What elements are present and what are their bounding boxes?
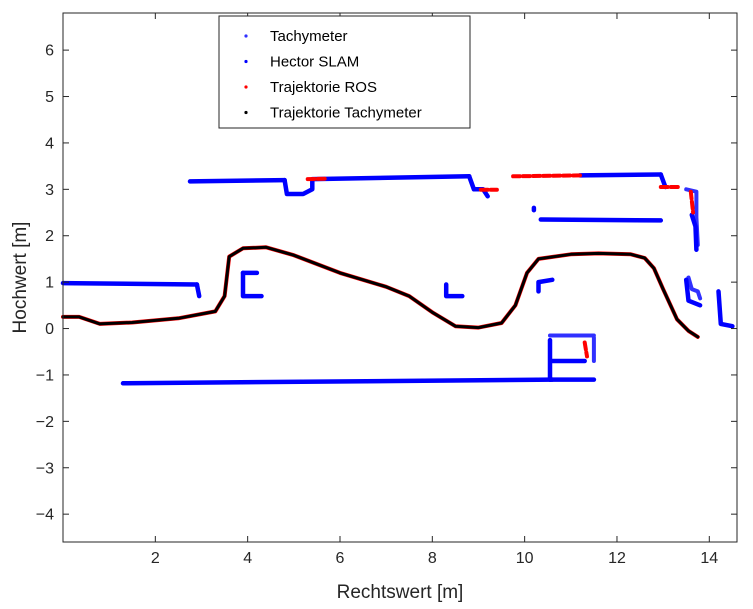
series-segment xyxy=(466,174,490,199)
legend-marker xyxy=(244,85,248,89)
y-tick-label: 2 xyxy=(45,228,54,245)
x-tick-label: 6 xyxy=(336,550,345,567)
series-segment xyxy=(686,275,703,301)
series-segment xyxy=(536,277,555,294)
y-axis-label: Hochwert [m] xyxy=(10,222,31,334)
legend-box xyxy=(218,15,471,129)
x-tick-label: 14 xyxy=(700,550,718,567)
x-axis-label: Rechtswert [m] xyxy=(337,582,464,603)
series-segment xyxy=(60,280,200,287)
x-tick-label: 10 xyxy=(516,550,534,567)
series-segment xyxy=(511,173,582,179)
series-segment xyxy=(658,172,668,190)
series-segment xyxy=(187,177,287,184)
y-tick-label: 5 xyxy=(45,89,54,106)
y-tick-label: −3 xyxy=(36,460,54,477)
y-tick-label: 6 xyxy=(45,43,54,60)
legend-entry: Hector SLAM xyxy=(270,54,359,71)
legend-entry: Trajektorie ROS xyxy=(270,79,377,96)
series-segment xyxy=(683,277,703,308)
legend-marker xyxy=(244,110,248,115)
series-segment xyxy=(310,174,472,182)
series-segment xyxy=(61,245,700,339)
series-segment xyxy=(282,177,315,197)
legend-entry: Trajektorie Tachymeter xyxy=(270,105,422,122)
y-tick-label: −2 xyxy=(36,414,54,431)
data-series-layer xyxy=(60,172,735,386)
y-tick-label: 3 xyxy=(45,182,54,199)
series-segment xyxy=(688,189,696,215)
series-segment xyxy=(716,289,735,329)
series-segment xyxy=(120,377,555,386)
series-trajektorie-ros xyxy=(61,173,700,359)
x-tick-label: 4 xyxy=(243,550,252,567)
series-trajektorie-tachymeter xyxy=(61,245,700,339)
series-segment xyxy=(61,245,700,339)
series-segment xyxy=(689,212,699,252)
series-segment xyxy=(443,282,465,299)
legend-entry: Tachymeter xyxy=(270,28,348,45)
x-tick-label: 8 xyxy=(428,550,437,567)
series-segment xyxy=(577,172,664,178)
series-segment xyxy=(582,340,589,359)
x-tick-label: 12 xyxy=(608,550,626,567)
series-segment xyxy=(538,217,664,223)
plot-frame xyxy=(62,12,738,543)
series-segment xyxy=(240,270,264,299)
y-tick-label: 4 xyxy=(45,135,54,152)
series-tachymeter xyxy=(548,187,703,363)
legend-marker xyxy=(244,34,248,38)
y-tick-label: 1 xyxy=(45,275,54,292)
series-segment xyxy=(194,282,202,299)
y-tick-label: −4 xyxy=(36,507,54,524)
legend: Tachymeter Hector SLAM Trajektorie ROS Traj… xyxy=(218,15,471,129)
series-hector-slam xyxy=(60,172,735,386)
x-tick-label: 2 xyxy=(151,550,160,567)
legend-marker xyxy=(244,59,248,64)
y-tick-label: 0 xyxy=(45,321,54,338)
y-tick-label: −1 xyxy=(36,367,54,384)
